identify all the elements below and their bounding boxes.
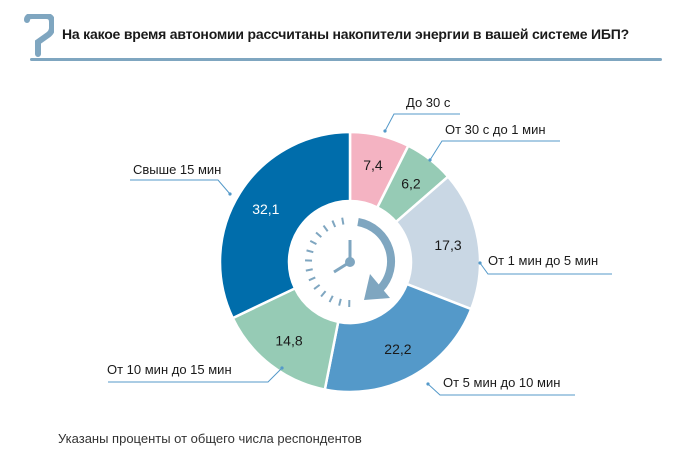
legend-label-3: От 5 мин до 10 мин (443, 375, 561, 390)
legend-label-2: От 1 мин до 5 мин (488, 253, 599, 268)
footnote: Указаны проценты от общего числа респонд… (58, 431, 362, 446)
data-label-0: 7,4 (363, 157, 383, 173)
leader-line-3 (427, 383, 575, 396)
clock-tick-11 (328, 295, 334, 303)
clock-tick-5 (306, 249, 314, 254)
clock-tick-4 (309, 239, 317, 246)
question-mark-icon (24, 14, 54, 57)
donut-slice-5 (218, 130, 352, 320)
title-divider (30, 58, 662, 61)
leader-dot-5 (228, 192, 232, 196)
leader-line-0 (384, 113, 460, 132)
data-label-4: 14,8 (275, 333, 302, 349)
leader-dot-1 (428, 158, 432, 162)
leader-line-5 (130, 179, 231, 195)
leader-line-2 (479, 262, 612, 275)
donut-slice-3 (323, 282, 473, 394)
clock-center-icon (345, 257, 355, 267)
clock-tick-10 (320, 290, 327, 298)
clock-tick-9 (313, 284, 321, 290)
leader-dot-3 (426, 382, 430, 386)
clock-tick-3 (315, 231, 322, 238)
clock-arrow-arc-icon (357, 218, 396, 292)
legend-label-1: От 30 с до 1 мин (445, 122, 546, 137)
clock-arrow-head-icon (364, 274, 390, 300)
leader-line-1 (429, 140, 560, 161)
legend-label-4: От 10 мин до 15 мин (107, 362, 232, 377)
clock-tick-8 (308, 276, 316, 282)
clock-tick-12 (338, 298, 342, 306)
legend-label-0: До 30 с (406, 95, 451, 110)
chart-title: На какое время автономии рассчитаны нако… (62, 26, 629, 42)
leader-line-4 (108, 367, 283, 383)
data-label-3: 22,2 (384, 341, 411, 357)
legend-label-5: Свыше 15 мин (133, 162, 222, 177)
data-label-2: 17,3 (434, 237, 461, 253)
data-label-5: 32,1 (252, 201, 279, 217)
clock-tick-1 (331, 220, 337, 228)
data-label-1: 6,2 (401, 175, 421, 191)
clock-tick-0 (341, 217, 345, 225)
leader-dot-0 (383, 129, 387, 133)
leader-dot-2 (478, 261, 482, 265)
clock-tick-2 (322, 225, 329, 232)
clock-tick-7 (305, 268, 313, 272)
leader-dot-4 (280, 366, 284, 370)
